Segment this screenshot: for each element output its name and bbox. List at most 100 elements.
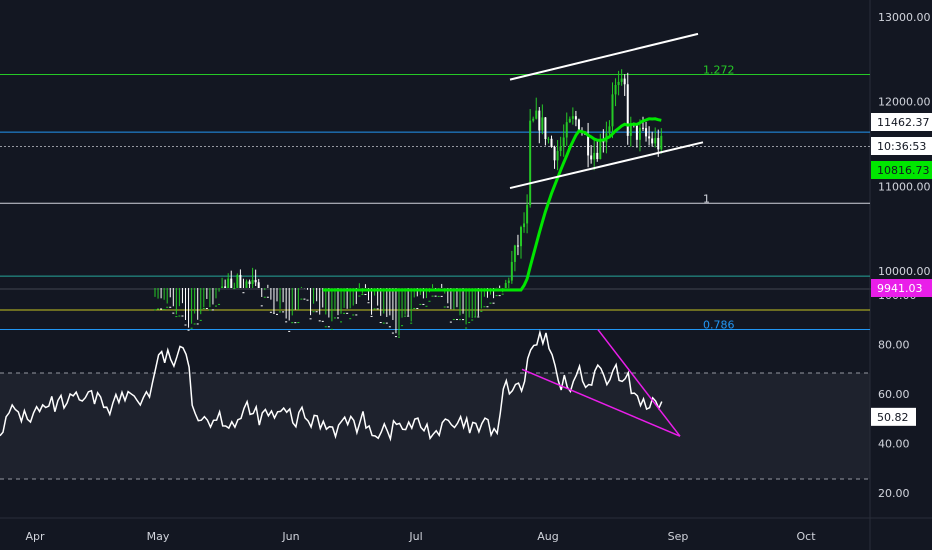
candle-body	[523, 223, 526, 228]
candle-body	[306, 299, 309, 301]
candle-body	[474, 316, 477, 318]
candle-body	[440, 295, 443, 297]
candle-body	[166, 306, 169, 308]
candle-body	[181, 315, 184, 317]
price-tick-label: 13000.00	[878, 11, 931, 24]
candle-body	[416, 307, 419, 309]
candle-body	[303, 298, 306, 300]
candle-body	[504, 282, 507, 288]
candle-body	[154, 309, 156, 311]
candle-body	[385, 322, 388, 324]
price-pane	[0, 0, 870, 288]
candle-body	[361, 293, 364, 295]
fib-level-label: 1	[703, 192, 710, 205]
candle-body	[437, 295, 440, 297]
candle-body	[501, 293, 504, 295]
candle-body	[160, 308, 163, 310]
price-tag-text: 11462.37	[877, 116, 930, 129]
candle-body	[337, 317, 339, 319]
candle-body	[187, 329, 190, 331]
candle-body	[263, 296, 266, 298]
candle-body	[343, 312, 346, 314]
candle-body	[611, 94, 614, 127]
candle-body	[538, 110, 541, 131]
candle-body	[394, 336, 397, 338]
candle-body	[205, 307, 208, 309]
candle-body	[318, 320, 321, 322]
candle-body	[266, 296, 269, 298]
candle-body	[507, 280, 510, 283]
candle-body	[657, 137, 660, 150]
candle-body	[562, 137, 565, 147]
candle-body	[199, 319, 202, 321]
rsi-value-tag-text: 50.82	[877, 411, 909, 424]
candle-body	[614, 85, 617, 95]
price-tag-box	[871, 113, 932, 131]
candle-body	[382, 322, 385, 324]
candle-body	[169, 306, 172, 308]
candle-body	[157, 308, 160, 310]
price-tag-box	[871, 137, 932, 155]
candle-body	[620, 78, 623, 82]
rsi-value-tag-box	[871, 407, 916, 426]
candle-body	[452, 319, 455, 321]
candle-body	[218, 303, 221, 305]
price-channel[interactable]	[509, 32, 704, 190]
price-axis[interactable]: 13000.00 12000.00 11000.00 10000.00	[878, 11, 931, 278]
candle-body	[599, 139, 602, 160]
candle-body	[532, 118, 535, 121]
candle-body	[623, 78, 626, 85]
candle-body	[648, 136, 651, 139]
candle-body	[163, 309, 166, 311]
rsi-tick-label: 80.00	[878, 339, 910, 352]
rsi-divergence-lines[interactable]	[521, 329, 681, 437]
candle-body	[495, 295, 498, 297]
candle-body	[617, 81, 620, 86]
candle-body	[324, 326, 327, 328]
candle-body	[486, 306, 489, 308]
candle-body	[349, 318, 352, 320]
candle-body	[202, 307, 205, 309]
candle-body	[227, 278, 230, 288]
candle-body	[257, 282, 260, 288]
candle-body	[327, 326, 330, 328]
candle-body	[556, 150, 559, 161]
candle-body	[276, 313, 278, 315]
candle-body	[224, 286, 227, 288]
candle-body	[520, 227, 522, 247]
price-tag-text: 10:36:53	[877, 140, 926, 153]
channel-lower-line[interactable]	[509, 141, 704, 190]
candle-body	[593, 152, 596, 160]
horizontal-levels: 1.272 1 0.786	[0, 64, 870, 332]
rsi-band-fill	[0, 373, 870, 479]
candle-body	[245, 281, 248, 288]
date-tick-label: Sep	[668, 530, 689, 543]
price-tick-label: 11000.00	[878, 180, 931, 193]
candle-body	[516, 245, 519, 247]
candle-body	[468, 322, 471, 324]
candle-body	[629, 123, 632, 136]
rsi-upper-trendline[interactable]	[597, 329, 681, 437]
candle-body	[513, 245, 516, 262]
rsi-lower-trendline[interactable]	[521, 368, 681, 437]
channel-upper-line[interactable]	[509, 32, 699, 81]
candle-body	[330, 328, 333, 330]
candle-body	[608, 126, 611, 134]
rsi-line	[0, 329, 663, 442]
candle-body	[571, 116, 574, 119]
candle-body	[297, 322, 300, 324]
date-axis[interactable]: Apr May Jun Jul Aug Sep Oct	[25, 530, 816, 543]
candle-body	[638, 127, 641, 140]
candle-body	[407, 315, 410, 317]
candle-body	[654, 137, 657, 144]
candle-body	[434, 295, 437, 297]
fib-level-label: 1.272	[703, 64, 735, 77]
candle-body	[321, 320, 324, 322]
candle-body	[590, 155, 593, 160]
candle-body	[596, 152, 599, 160]
candle-body	[553, 146, 556, 161]
candle-body	[379, 322, 382, 324]
candle-body	[184, 324, 187, 326]
candle-body	[373, 308, 376, 310]
